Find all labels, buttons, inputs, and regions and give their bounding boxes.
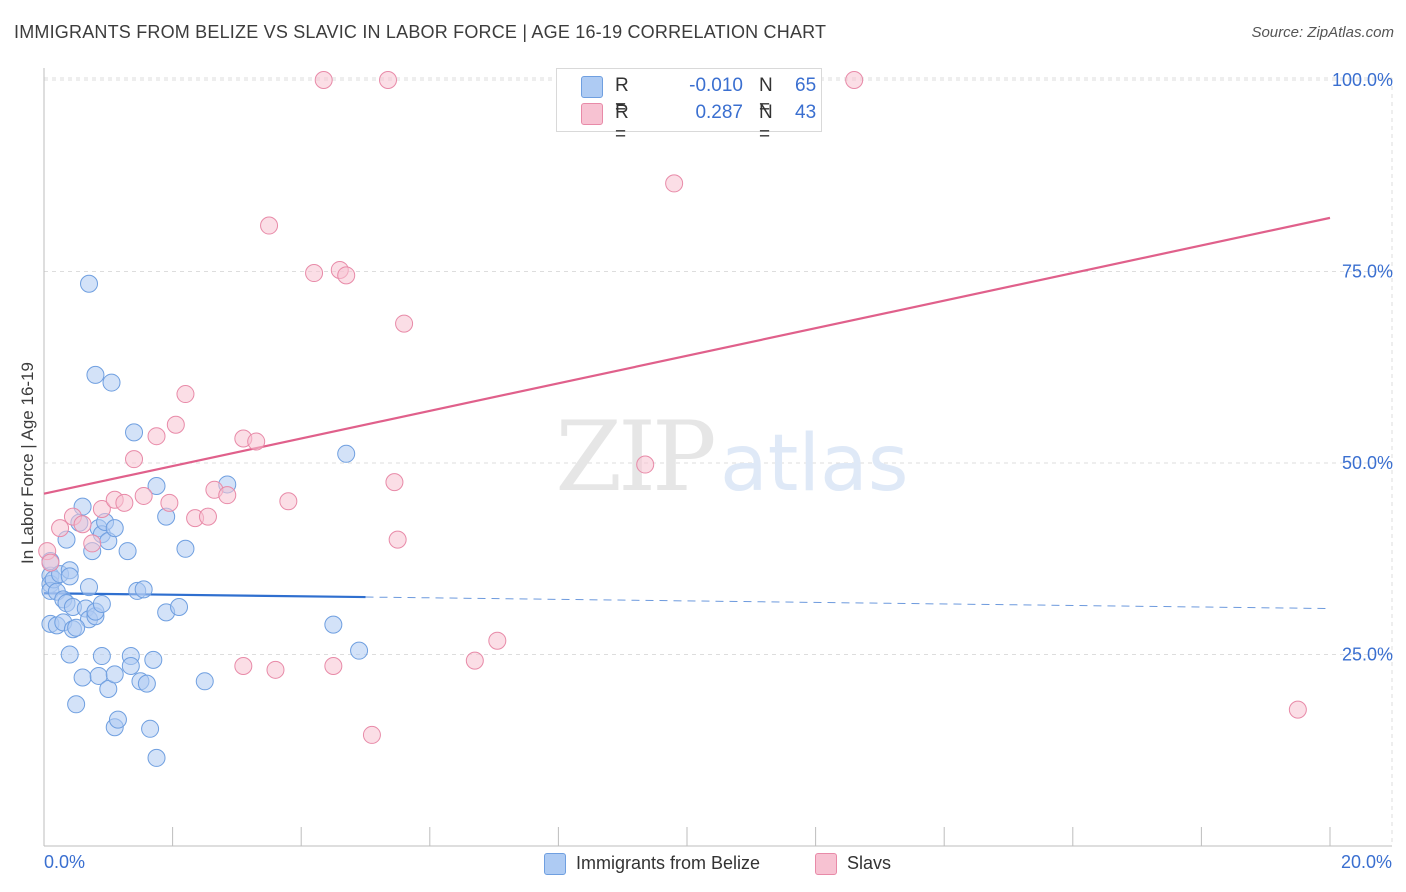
belize-point	[80, 578, 99, 597]
slavs-legend-swatch	[815, 853, 837, 875]
y-tick-label: 25.0%	[1342, 645, 1393, 665]
belize-legend-label: Immigrants from Belize	[576, 853, 761, 873]
slavs-point	[176, 385, 195, 404]
belize-point	[92, 647, 111, 666]
watermark-atlas: atlas	[720, 419, 909, 509]
belize-point	[141, 719, 160, 738]
slavs-point	[324, 656, 343, 675]
axes	[43, 68, 1392, 847]
y-tick-label: 100.0%	[1332, 70, 1393, 90]
slavs-point	[388, 530, 407, 549]
n-value: 65	[795, 75, 817, 96]
stats-legend: R = -0.010 N = 65 R = 0.287 N = 43	[556, 68, 822, 145]
slavs-point	[845, 71, 864, 89]
x-tick-min: 0.0%	[44, 852, 86, 872]
slavs-legend-label: Slavs	[847, 853, 892, 873]
belize-point	[102, 373, 121, 392]
r-value: -0.010	[689, 75, 743, 96]
slavs-point	[115, 493, 134, 512]
belize-point	[105, 519, 124, 538]
y-tick-label: 75.0%	[1342, 262, 1393, 282]
watermark-zip: ZIP	[555, 401, 714, 513]
belize-point	[86, 365, 105, 384]
slavs-point	[362, 725, 381, 744]
belize-point	[60, 567, 79, 586]
belize-point	[121, 656, 140, 675]
slavs-point	[636, 455, 655, 474]
slavs-swatch	[581, 103, 603, 125]
belize-point	[92, 594, 111, 613]
y-tick-labels: 25.0% 50.0% 75.0% 100.0%	[1332, 70, 1393, 665]
slavs-point	[83, 534, 102, 553]
slavs-point	[218, 486, 237, 505]
slavs-point	[314, 71, 333, 89]
r-label: R =	[615, 102, 629, 145]
y-axis-label-wrap: In Labor Force | Age 16-19	[18, 0, 38, 892]
slavs-point	[198, 507, 217, 526]
slavs-point	[1288, 700, 1307, 719]
slavs-point	[465, 651, 484, 670]
belize-point	[60, 645, 79, 664]
n-value: 43	[795, 102, 817, 123]
slavs-point	[41, 553, 60, 572]
chart-title: IMMIGRANTS FROM BELIZE VS SLAVIC IN LABO…	[14, 22, 827, 42]
slavs-point	[51, 519, 70, 538]
belize-point	[147, 748, 166, 767]
n-label: N =	[759, 102, 773, 145]
slavs-point	[73, 515, 92, 534]
belize-point	[144, 650, 163, 669]
belize-point	[337, 444, 356, 463]
source-credit: Source: ZipAtlas.com	[1251, 24, 1394, 41]
data-points	[38, 71, 1307, 767]
belize-point	[73, 668, 92, 687]
slavs-point	[166, 415, 185, 434]
slavs-point	[247, 432, 266, 451]
slavs-point	[266, 660, 285, 679]
belize-point	[350, 641, 369, 660]
belize-point	[125, 423, 144, 442]
r-value: 0.287	[695, 102, 743, 123]
belize-point	[137, 674, 156, 693]
belize-point	[147, 476, 166, 495]
grid-lines	[44, 77, 1393, 846]
belize-point	[134, 580, 153, 599]
slavs-point	[92, 499, 111, 518]
slavs-point	[279, 492, 298, 511]
x-tick-max: 20.0%	[1340, 852, 1392, 872]
slavs-point	[395, 314, 414, 333]
watermark: ZIP atlas	[555, 401, 908, 513]
slavs-point	[147, 427, 166, 446]
belize-legend-swatch	[544, 853, 566, 875]
slavs-point	[488, 631, 507, 650]
belize-point	[67, 618, 86, 637]
slavs-point	[234, 656, 253, 675]
slavs-point	[160, 493, 179, 512]
slavs-point	[379, 71, 398, 89]
belize-point	[170, 598, 189, 617]
belize-point	[118, 542, 137, 561]
belize-swatch	[581, 76, 603, 98]
belize-point	[80, 274, 99, 293]
slavs-point	[385, 473, 404, 492]
y-tick-label: 50.0%	[1342, 453, 1393, 473]
belize-point	[324, 615, 343, 634]
slavs-point	[337, 266, 356, 285]
slavs-point	[125, 450, 144, 469]
belize-trend-dashed	[365, 596, 1331, 610]
r-label: R =	[615, 75, 629, 118]
belize-point	[105, 665, 124, 684]
belize-point	[176, 539, 195, 558]
slavs-point	[260, 216, 279, 235]
slavs-point	[665, 174, 684, 193]
belize-point	[108, 710, 127, 729]
belize-point	[195, 672, 214, 691]
n-label: N =	[759, 75, 773, 118]
slavs-point	[134, 486, 153, 505]
slavs-point	[305, 264, 324, 283]
y-axis-label: In Labor Force | Age 16-19	[18, 362, 37, 564]
belize-trend-solid	[43, 592, 366, 599]
belize-point	[67, 695, 86, 714]
